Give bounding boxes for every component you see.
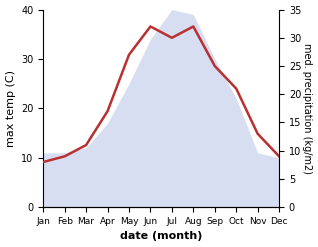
Y-axis label: max temp (C): max temp (C) <box>5 70 16 147</box>
Y-axis label: med. precipitation (kg/m2): med. precipitation (kg/m2) <box>302 43 313 174</box>
X-axis label: date (month): date (month) <box>120 231 202 242</box>
